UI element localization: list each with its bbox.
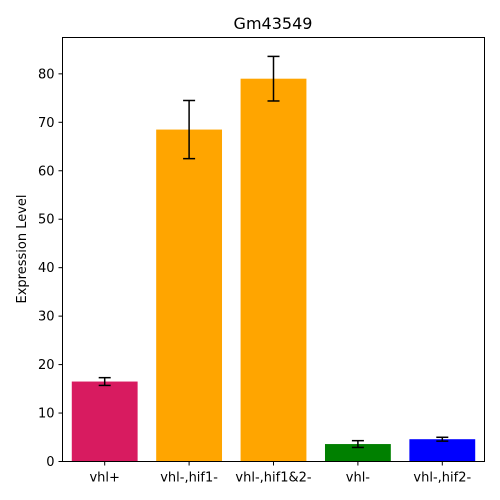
x-axis-ticks: vhl+ vhl-,hif1- vhl-,hif1&2- vhl-vhl-,hif2- [89,461,471,486]
bar-0 [71,381,138,462]
bars-group [71,78,476,462]
bar-2 [240,78,307,462]
bar-3 [324,444,391,462]
x-tick-label-0: vhl+ [89,471,119,486]
bar-4 [409,439,476,462]
chart-title: Gm43549 [234,14,313,33]
plot-frame [62,37,485,462]
x-tick-label-2: vhl-,hif1&2- [235,471,311,486]
y-tick-label-4: 40 [38,261,55,276]
y-axis-ticks: 0 10 20 30 40 50 60 70 80 [38,67,63,470]
bar-1 [156,129,223,462]
y-tick-label-2: 20 [38,358,55,373]
y-tick-label-0: 0 [46,455,54,470]
y-tick-label-6: 60 [38,164,55,179]
y-tick-label-3: 30 [38,310,55,325]
x-tick-label-3: vhl- [346,471,371,486]
y-axis-label: Expression Level [15,194,30,303]
y-tick-label-8: 80 [38,67,55,82]
y-tick-label-1: 10 [38,407,55,422]
x-tick-label-1: vhl-,hif1- [160,471,218,486]
error-bars-group [98,55,449,449]
y-tick-label-7: 70 [38,116,55,131]
y-tick-label-5: 50 [38,213,55,228]
x-tick-label-4: vhl-,hif2- [413,471,471,486]
